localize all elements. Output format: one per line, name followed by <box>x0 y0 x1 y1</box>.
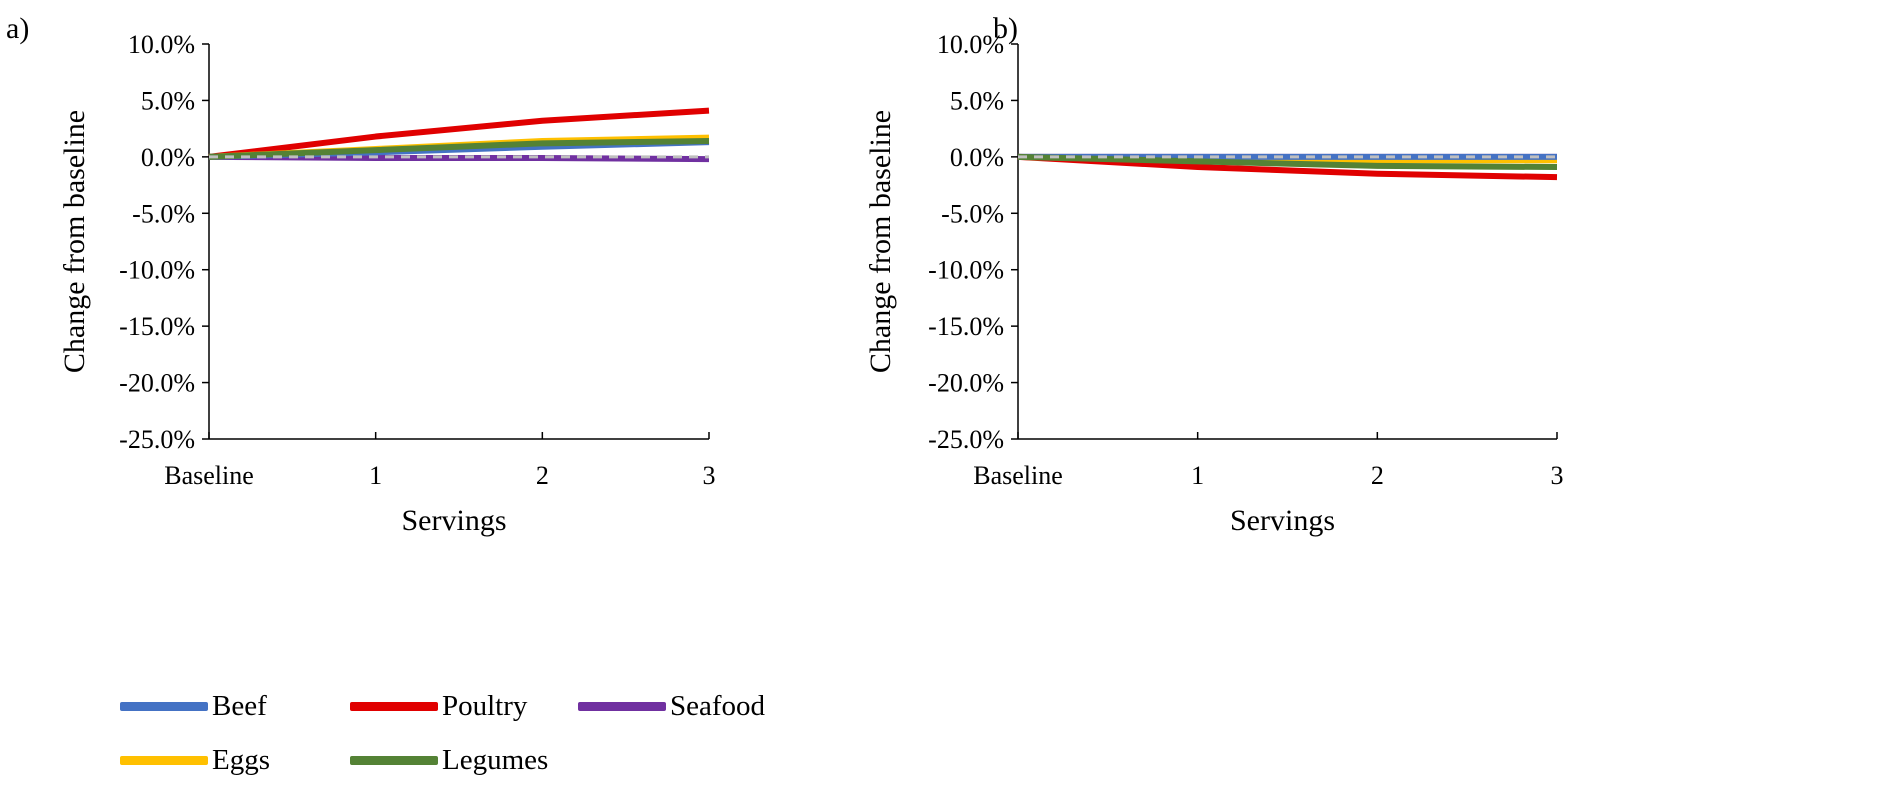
legend-swatch-legumes <box>350 756 438 765</box>
legend-swatch-poultry <box>350 702 438 711</box>
legend-label-seafood: Seafood <box>670 690 766 722</box>
panel-a-x-tick-label: 3 <box>703 461 716 490</box>
panel-b-label: b) <box>993 12 1018 45</box>
panel-b-y-tick-label: -10.0% <box>928 256 1004 285</box>
panel-b-y-tick-label: -15.0% <box>928 312 1004 341</box>
legend-swatch-beef <box>120 702 208 711</box>
panel-a-x-tick-label: 2 <box>536 461 549 490</box>
panel-a-y-tick-label: 0.0% <box>141 143 195 172</box>
legend-label-legumes: Legumes <box>442 744 549 776</box>
panel-a-label: a) <box>6 12 30 45</box>
panel-a-y-tick-label: -20.0% <box>119 369 195 398</box>
legend-item-eggs: Eggs <box>120 744 270 777</box>
panel-b-x-tick-label: 2 <box>1371 461 1384 490</box>
legend-label-poultry: Poultry <box>442 690 528 722</box>
panel-a-y-tick-label: 10.0% <box>128 30 195 59</box>
legend-item-poultry: Poultry <box>350 690 527 723</box>
panel-b-x-axis-title: Servings <box>1230 504 1335 537</box>
legend-item-beef: Beef <box>120 690 267 723</box>
panel-b-y-tick-label: -5.0% <box>941 199 1004 228</box>
panel-a-y-tick-label: -5.0% <box>132 199 195 228</box>
panel-b-series-legumes-line <box>1017 153 1558 171</box>
panel-b-y-tick-label: 5.0% <box>950 86 1004 115</box>
legend-swatch-eggs <box>120 756 208 765</box>
legend-item-seafood: Seafood <box>578 690 765 723</box>
panel-a-y-tick-label: 5.0% <box>141 86 195 115</box>
panel-a-y-axis-title: Change from baseline <box>58 110 91 373</box>
legend-label-eggs: Eggs <box>212 744 270 776</box>
legend-label-beef: Beef <box>212 690 267 722</box>
panel-b-x-tick-label: 3 <box>1551 461 1564 490</box>
panel-b-y-axis-title: Change from baseline <box>864 110 897 373</box>
panel-a-x-tick-label: 1 <box>369 461 382 490</box>
panel-a-x-axis-title: Servings <box>402 504 507 537</box>
panel-b-x-tick-label: Baseline <box>973 461 1063 490</box>
panel-a-series-poultry-line <box>208 107 710 160</box>
legend: Beef Poultry Seafood Eggs Legumes <box>120 690 820 800</box>
panel-b-y-tick-label: -25.0% <box>928 425 1004 454</box>
legend-swatch-seafood <box>578 702 666 711</box>
panel-b-x-tick-label: 1 <box>1191 461 1204 490</box>
legend-item-legumes: Legumes <box>350 744 548 777</box>
panel-a-y-tick-label: -15.0% <box>119 312 195 341</box>
panel-b-y-tick-label: 10.0% <box>937 30 1004 59</box>
figure-canvas: 10.0%5.0%0.0%-5.0%-10.0%-15.0%-20.0%-25.… <box>58 30 1564 537</box>
panel-a-y-tick-label: -10.0% <box>119 256 195 285</box>
panel-a-y-tick-label: -25.0% <box>119 425 195 454</box>
panel-a-series-legumes-line <box>208 138 710 160</box>
panel-b-y-tick-label: 0.0% <box>950 143 1004 172</box>
panel-b-y-tick-label: -20.0% <box>928 369 1004 398</box>
panel-a-x-tick-label: Baseline <box>164 461 254 490</box>
